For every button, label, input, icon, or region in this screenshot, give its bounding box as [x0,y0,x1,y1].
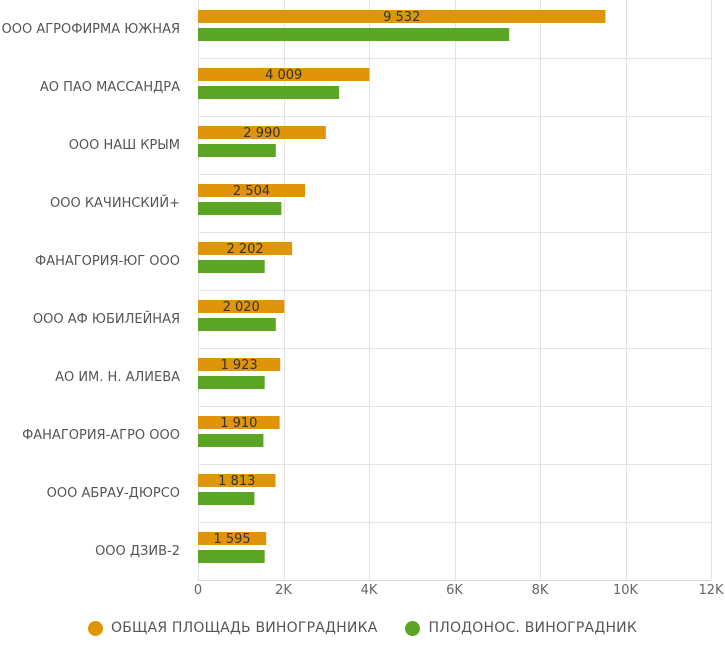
legend-label-total-area: ОБЩАЯ ПЛОЩАДЬ ВИНОГРАДНИКА [111,620,378,636]
bar-total-area[interactable] [198,68,370,81]
bar-fruiting[interactable] [198,318,276,331]
bar-value-label: 1 910 [220,416,257,431]
data-labels: 9 532 4 009 2 990 2 504 2 202 2 020 1 923 1 910… [213,10,420,547]
category-label: ООО КАЧИНСКИЙ+ [50,195,180,211]
bar-value-label: 2 202 [226,242,263,257]
bar-fruiting[interactable] [198,260,265,273]
bar-value-label: 2 990 [243,126,280,141]
category-label: АО ПАО МАССАНДРА [40,80,180,95]
bar-total-area[interactable] [198,358,281,371]
grid-lines [198,0,712,581]
legend-item-total-area[interactable]: ОБЩАЯ ПЛОЩАДЬ ВИНОГРАДНИКА [88,620,377,636]
x-tick-label: 8K [532,583,549,598]
x-tick-label: 12K [698,583,724,598]
legend-item-fruiting[interactable]: ПЛОДОНОС. ВИНОГРАДНИК [405,620,637,636]
bar-total-area[interactable] [198,532,267,545]
category-label: ООО АБРАУ-ДЮРСО [47,486,180,501]
x-tick-label: 10K [613,583,639,598]
x-tick-label: 2K [275,583,292,598]
bar-fruiting[interactable] [198,28,510,41]
bar-value-label: 1 813 [218,474,255,489]
bar-chart: ООО АГРОФИРМА ЮЖНАЯ АО ПАО МАССАНДРА ООО Н… [2,0,724,598]
category-label: ФАНАГОРИЯ-АГРО ООО [22,428,180,443]
bar-value-label: 9 532 [383,10,420,25]
category-label: ООО ДЗИВ-2 [95,544,180,559]
category-label: ООО НАШ КРЫМ [69,138,180,153]
legend-marker-fruiting [405,620,421,636]
bar-total-area[interactable] [198,416,280,429]
category-label: ООО АФ ЮБИЛЕЙНАЯ [33,311,180,327]
x-axis-ticks: 0 2K 4K 6K 8K 10K 12K [194,583,724,598]
category-label: ФАНАГОРИЯ-ЮГ ООО [35,254,180,269]
bar-total-area[interactable] [198,10,606,23]
bar-fruiting[interactable] [198,86,340,99]
bar-total-area[interactable] [198,126,326,139]
x-tick-label: 6K [446,583,463,598]
bar-fruiting[interactable] [198,144,276,157]
bar-fruiting[interactable] [198,492,255,505]
bar-total-area[interactable] [198,242,293,255]
category-labels: ООО АГРОФИРМА ЮЖНАЯ АО ПАО МАССАНДРА ООО Н… [2,22,181,559]
bar-value-label: 1 595 [213,532,250,547]
bar-fruiting[interactable] [198,202,282,215]
category-label: АО ИМ. Н. АЛИЕВА [55,370,180,385]
bar-total-area[interactable] [198,184,306,197]
bar-total-area[interactable] [198,474,276,487]
bar-fruiting[interactable] [198,376,265,389]
bar-value-label: 2 504 [233,184,270,199]
legend-marker-total-area [88,620,103,636]
bar-value-label: 2 020 [223,300,260,315]
x-tick-label: 4K [361,583,378,598]
bar-fruiting[interactable] [198,550,265,563]
bar-total-area[interactable] [198,300,285,313]
bar-value-label: 1 923 [220,358,257,373]
category-label: ООО АГРОФИРМА ЮЖНАЯ [2,22,180,37]
x-tick-label: 0 [194,583,202,598]
bar-value-label: 4 009 [265,68,302,83]
legend: ОБЩАЯ ПЛОЩАДЬ ВИНОГРАДНИКА ПЛОДОНОС. ВИН… [0,612,725,644]
legend-label-fruiting: ПЛОДОНОС. ВИНОГРАДНИК [428,620,637,636]
bar-fruiting[interactable] [198,434,264,447]
bars [198,10,606,563]
